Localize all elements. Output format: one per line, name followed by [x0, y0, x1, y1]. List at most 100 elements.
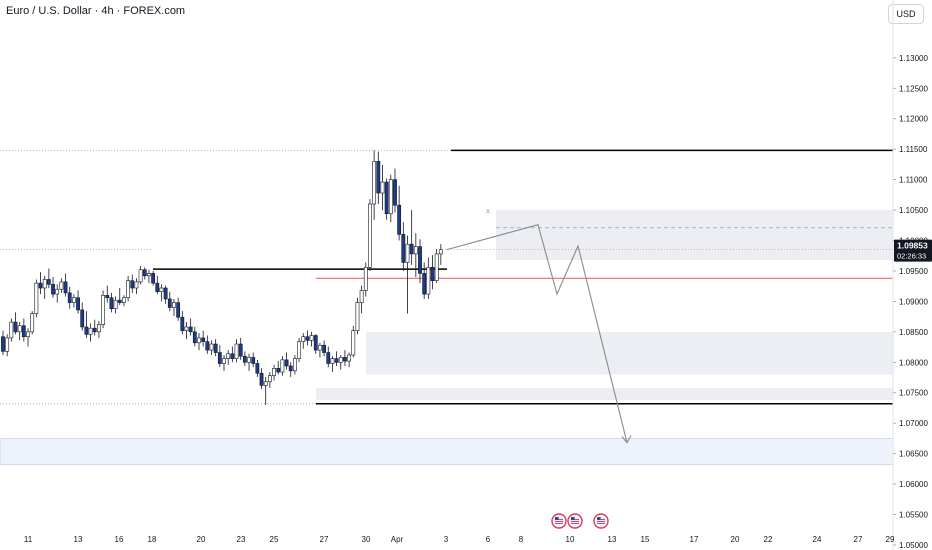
candle-up — [388, 179, 393, 215]
candle-down — [105, 295, 110, 299]
price-tick-label: 1.08000 — [899, 358, 928, 367]
candle-up — [338, 357, 343, 363]
candle-down — [276, 368, 281, 373]
candle-down — [180, 316, 185, 331]
candle-up — [147, 273, 151, 277]
candle-up — [126, 280, 131, 299]
candle-up — [368, 203, 372, 268]
flag-stripe — [555, 521, 563, 522]
candle-down — [343, 357, 347, 362]
time-tick-label: 27 — [320, 535, 329, 544]
candle-up — [380, 181, 385, 194]
price-tick-label: 1.06000 — [899, 480, 928, 489]
candle-up — [318, 344, 322, 351]
zones-layer — [0, 210, 894, 465]
time-tick-label: 30 — [362, 535, 371, 544]
candle-down — [38, 282, 43, 289]
time-tick-label: 20 — [197, 535, 206, 544]
time-tick-label: 16 — [115, 535, 124, 544]
price-badge-bg — [894, 239, 932, 262]
candle-down — [322, 344, 326, 353]
price-tick-label: 1.11000 — [899, 176, 928, 185]
candle-down — [326, 352, 331, 364]
candle-up — [413, 246, 418, 255]
candle-down — [238, 343, 243, 357]
candle-up — [159, 287, 164, 292]
price-tick-label: 1.07000 — [899, 419, 928, 428]
candle-up — [71, 297, 76, 303]
target-zone — [0, 438, 894, 465]
candle-down — [230, 353, 235, 359]
candle-down — [284, 359, 289, 367]
candle-up — [234, 343, 239, 359]
candle-up — [226, 353, 231, 359]
candle-up — [197, 337, 201, 344]
candle-down — [163, 287, 168, 300]
time-tick-label: 25 — [270, 535, 279, 544]
candle-down — [117, 299, 122, 303]
candle-up — [113, 299, 118, 310]
candle-up — [330, 358, 335, 364]
candle-up — [34, 282, 39, 314]
time-tick-label: 18 — [148, 535, 157, 544]
price-tick-label: 1.06500 — [899, 450, 928, 459]
flag-stripe — [597, 523, 605, 524]
flag-us-icon[interactable] — [567, 513, 583, 529]
time-tick-label: Apr — [391, 535, 404, 544]
time-tick-label: 3 — [444, 535, 449, 544]
candle-up — [9, 321, 14, 339]
flag-canton — [597, 517, 601, 520]
price-tick-label: 1.08500 — [899, 328, 928, 337]
candle-up — [351, 330, 356, 356]
price-tick-label: 1.10500 — [899, 206, 928, 215]
time-tick-label: 8 — [519, 535, 524, 544]
candle-down — [384, 181, 389, 215]
candle-up — [292, 358, 297, 372]
demand-zone-lower — [316, 387, 893, 401]
candle-down — [76, 297, 80, 311]
time-tick-label: 13 — [608, 535, 617, 544]
flag-canton — [571, 517, 575, 520]
candle-up — [42, 279, 47, 289]
candle-up — [280, 359, 285, 373]
candle-up — [309, 335, 314, 341]
candle-down — [409, 243, 414, 255]
flag-us-icon[interactable] — [593, 513, 609, 529]
price-tick-label: 1.07500 — [899, 389, 928, 398]
candle-up — [97, 324, 101, 333]
candle-up — [359, 290, 364, 303]
candle-down — [21, 325, 26, 338]
candle-down — [422, 273, 427, 295]
price-tick-label: 1.13000 — [899, 54, 928, 63]
candle-down — [84, 326, 89, 335]
candle-up — [17, 325, 22, 333]
candle-down — [376, 161, 381, 194]
candle-down — [63, 281, 68, 294]
candle-down — [80, 309, 85, 328]
candle-up — [405, 243, 410, 263]
flag-stripe — [571, 523, 579, 524]
price-tick-label: 1.09500 — [899, 267, 928, 276]
candle-up — [347, 354, 352, 362]
candle-down — [213, 343, 218, 353]
flag-us-icon[interactable] — [551, 513, 567, 529]
currency-button[interactable]: USD — [888, 4, 924, 24]
candle-up — [26, 331, 30, 338]
candle-down — [217, 352, 222, 364]
candle-up — [184, 326, 189, 331]
candle-down — [188, 326, 193, 333]
candle-down — [155, 282, 160, 292]
candle-down — [176, 302, 181, 318]
candle-down — [397, 204, 402, 235]
countdown-timer: 02:26:33 — [897, 252, 926, 261]
candle-down — [92, 327, 97, 333]
candle-down — [167, 298, 172, 308]
time-tick-label: 13 — [74, 535, 83, 544]
candle-down — [142, 269, 147, 277]
time-tick-label: 11 — [24, 535, 33, 544]
price-tick-label: 1.12500 — [899, 84, 928, 93]
candle-down — [305, 336, 310, 341]
candle-up — [301, 336, 306, 342]
